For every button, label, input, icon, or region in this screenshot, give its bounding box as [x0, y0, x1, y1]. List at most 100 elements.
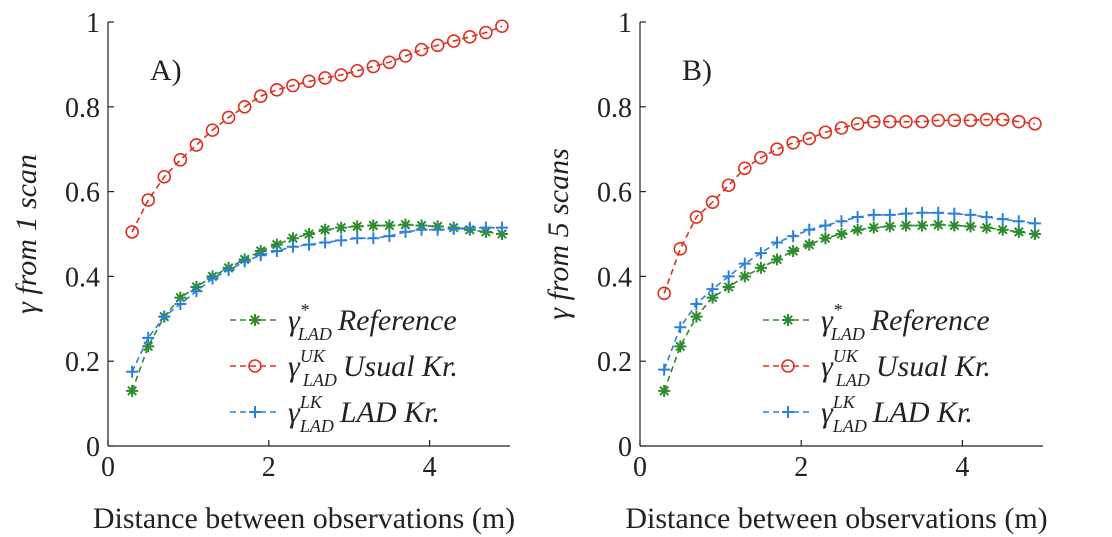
legend-symbol: γ	[821, 350, 834, 383]
legend-sub: LAD	[299, 416, 334, 436]
marker-circle	[248, 359, 262, 373]
legend-entry: γUK LAD Usual Kr.	[288, 346, 458, 390]
legend-entry: γLK LAD LAD Kr.	[288, 392, 440, 436]
legend-name: Usual Kr.	[343, 350, 458, 383]
marker-circle	[754, 150, 768, 165]
panel-label: A)	[150, 54, 182, 87]
marker-asterisk	[351, 220, 364, 233]
x-axis-label: Distance between observations (m)	[93, 502, 515, 535]
marker-circle	[382, 55, 397, 70]
marker-circle	[689, 210, 704, 224]
y-tick-label: 1	[618, 8, 632, 39]
marker-circle	[189, 138, 204, 152]
marker-plus	[270, 244, 283, 257]
marker-plus	[1012, 215, 1025, 228]
marker-circle	[931, 113, 946, 128]
marker-circle	[770, 142, 784, 156]
legend-sub: LAD	[302, 370, 337, 390]
marker-circle	[802, 131, 817, 146]
marker-asterisk	[383, 219, 396, 232]
marker-asterisk	[674, 340, 687, 353]
marker-circle	[141, 193, 155, 207]
marker-asterisk	[996, 223, 1009, 236]
marker-plus	[126, 365, 139, 378]
marker-plus	[996, 213, 1009, 226]
marker-circle	[446, 34, 461, 48]
legend-symbol: γ	[288, 396, 301, 429]
marker-asterisk	[174, 291, 187, 304]
marker-circle	[414, 42, 429, 57]
marker-asterisk	[142, 340, 155, 353]
marker-asterisk	[722, 281, 735, 293]
marker-asterisk	[932, 218, 945, 231]
marker-asterisk	[851, 223, 864, 236]
marker-circle	[253, 89, 268, 103]
legend-sup: *	[300, 300, 309, 320]
marker-plus	[142, 331, 155, 344]
marker-circle	[318, 71, 332, 85]
marker-circle	[157, 169, 172, 184]
marker-asterisk	[867, 221, 880, 234]
marker-circle	[781, 359, 795, 373]
marker-asterisk	[1012, 225, 1025, 238]
marker-asterisk	[303, 228, 315, 240]
marker-plus	[835, 215, 848, 228]
marker-circle	[866, 114, 881, 129]
marker-plus	[706, 283, 719, 296]
marker-circle	[173, 153, 188, 167]
legend-name: Reference	[870, 304, 990, 337]
legend-entry: γLK LAD LAD Kr.	[821, 392, 973, 436]
marker-asterisk	[690, 310, 703, 323]
legend-name: Usual Kr.	[876, 350, 991, 383]
y-tick-label: 0.6	[597, 178, 632, 209]
marker-circle	[721, 178, 736, 193]
marker-plus	[463, 221, 476, 234]
marker-plus	[254, 249, 267, 262]
marker-circle	[430, 38, 445, 53]
marker-plus	[980, 211, 993, 224]
marker-circle	[673, 242, 688, 256]
marker-plus	[415, 223, 428, 236]
marker-circle	[1028, 116, 1042, 131]
marker-circle	[899, 114, 913, 129]
marker-plus	[674, 321, 687, 334]
marker-plus	[899, 207, 912, 220]
marker-circle	[302, 74, 316, 89]
marker-circle	[915, 114, 929, 129]
marker-asterisk	[883, 220, 896, 233]
marker-asterisk	[1028, 228, 1041, 240]
marker-circle	[657, 286, 671, 301]
marker-asterisk	[126, 384, 139, 397]
marker-circle	[786, 136, 800, 150]
marker-asterisk	[916, 219, 929, 232]
y-tick-label: 0.8	[65, 93, 100, 124]
marker-circle	[979, 112, 994, 127]
marker-plus	[286, 240, 299, 253]
y-tick-label: 0.6	[65, 178, 100, 209]
y-tick-label: 0.4	[65, 262, 100, 293]
marker-plus	[335, 234, 348, 247]
marker-plus	[303, 238, 315, 251]
marker-plus	[690, 297, 703, 310]
x-tick-label: 2	[794, 452, 808, 483]
marker-circle	[495, 19, 509, 34]
marker-circle	[479, 25, 493, 40]
marker-plus	[851, 211, 864, 224]
marker-asterisk	[495, 228, 508, 240]
x-axis-label: Distance between observations (m)	[625, 502, 1047, 535]
legend-symbol: γ	[288, 304, 301, 337]
y-axis-label: γ from 5 scans	[542, 148, 575, 320]
marker-circle	[963, 113, 978, 128]
marker-circle	[947, 113, 962, 128]
marker-plus	[383, 230, 396, 243]
marker-circle	[883, 114, 897, 129]
marker-plus	[367, 232, 380, 245]
marker-circle	[205, 123, 220, 137]
marker-asterisk	[286, 232, 299, 245]
marker-asterisk	[803, 238, 816, 251]
y-tick-label: 0	[618, 432, 632, 463]
legend-symbol: γ	[821, 396, 834, 429]
marker-asterisk	[738, 270, 751, 283]
legend-sup: LK	[299, 392, 323, 412]
